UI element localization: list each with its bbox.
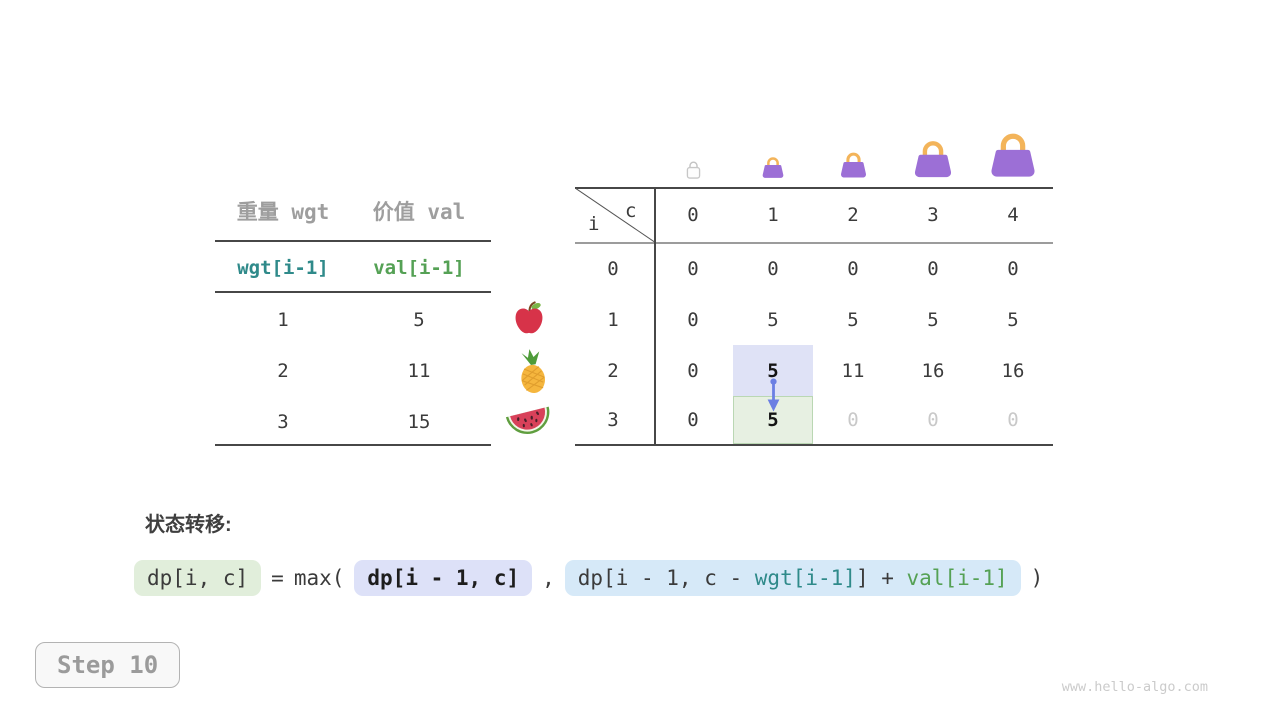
dp-table-header-rule: [575, 242, 1053, 244]
item-1-value: 5: [413, 309, 425, 331]
dp-cell-r1-c4: 5: [1007, 308, 1019, 331]
apple-icon: [515, 301, 543, 334]
formula-arg2-wgt: wgt[i-1]: [754, 566, 856, 590]
formula-arg1: dp[i - 1, c]: [354, 560, 533, 596]
item-1-weight: 1: [277, 309, 289, 331]
dp-row-header-3: 3: [607, 409, 619, 431]
formula-equals: =: [271, 566, 284, 590]
dp-cell-r3-c3: 0: [927, 409, 939, 431]
dp-table-vertical-rule: [654, 187, 656, 446]
formula-arg2-plus: ] +: [855, 566, 907, 590]
step-badge: Step 10: [35, 642, 181, 688]
weight-column-header: 重量 wgt: [236, 200, 330, 224]
dp-cell-r1-c3: 5: [927, 308, 939, 331]
formula-comma: ,: [542, 566, 555, 590]
row-axis-label: i: [588, 213, 600, 235]
dp-cell-r0-c2: 0: [847, 257, 859, 280]
dp-cell-r3-c0: 0: [687, 409, 699, 431]
value-column-header: 价值 val: [372, 200, 466, 224]
dp-cell-r0-c1: 0: [767, 257, 779, 280]
bag-small-icon: [762, 157, 784, 178]
dp-cell-r1-c1: 5: [767, 308, 779, 331]
transition-arrow-icon: [767, 378, 780, 412]
watermelon-icon: [505, 406, 550, 434]
dp-cell-r1-c0: 0: [687, 308, 699, 331]
bag-large-icon: [914, 141, 952, 178]
items-table-top-rule: [215, 240, 491, 242]
formula-arg2-val: val[i-1]: [906, 566, 1008, 590]
formula-close-paren: ): [1030, 566, 1044, 590]
bag-xlarge-icon: [991, 133, 1035, 177]
dp-cell-r2-c4: 16: [1001, 359, 1025, 382]
dp-cell-r3-c2: 0: [847, 409, 859, 431]
item-2-weight: 2: [277, 360, 289, 382]
dp-col-header-4: 4: [1007, 204, 1019, 226]
value-subheader: val[i-1]: [373, 257, 465, 279]
formula-arg2-dp: dp[i - 1, c -: [577, 566, 755, 590]
dp-cell-r3-c4: 0: [1007, 409, 1019, 431]
items-table-bottom-rule: [215, 444, 491, 446]
dp-cell-r0-c4: 0: [1007, 257, 1019, 280]
state-transition-label: 状态转移:: [145, 514, 232, 536]
dp-table-top-rule: [575, 187, 1053, 189]
weight-subheader: wgt[i-1]: [237, 257, 329, 279]
item-3-value: 15: [407, 411, 431, 433]
dp-cell-r0-c0: 0: [687, 257, 699, 280]
col-axis-label: c: [625, 200, 637, 222]
dp-table-bottom-rule: [575, 444, 1053, 446]
dp-col-header-0: 0: [687, 204, 699, 226]
dp-row-header-2: 2: [607, 359, 619, 382]
dp-cell-r2-c3: 16: [921, 359, 945, 382]
dp-col-header-1: 1: [767, 204, 779, 226]
item-2-value: 11: [407, 360, 431, 382]
formula-lhs: dp[i, c]: [134, 560, 262, 596]
item-3-weight: 3: [277, 411, 289, 433]
dp-col-header-3: 3: [927, 204, 939, 226]
empty-bag-icon: [686, 161, 701, 179]
formula-arg2: dp[i - 1, c - wgt[i-1]] + val[i-1]: [564, 560, 1021, 596]
dp-cell-r2-c2: 11: [841, 359, 865, 382]
dp-cell-r3-c1-target: 5: [767, 409, 779, 431]
dp-row-header-1: 1: [607, 308, 619, 331]
dp-col-header-2: 2: [847, 204, 859, 226]
pineapple-icon: [521, 349, 545, 393]
dp-cell-r2-c0: 0: [687, 359, 699, 382]
dp-cell-r1-c2: 5: [847, 308, 859, 331]
watermark: www.hello-algo.com: [1061, 679, 1208, 695]
bag-medium-icon: [841, 152, 866, 178]
state-transition-formula: dp[i, c] = max( dp[i - 1, c] , dp[i - 1,…: [134, 560, 1043, 596]
dp-cell-r0-c3: 0: [927, 257, 939, 280]
formula-max-open: max(: [293, 566, 345, 590]
items-table-mid-rule: [215, 291, 491, 293]
dp-cell-r2-c1-source: 5: [767, 359, 779, 382]
dp-row-header-0: 0: [607, 257, 619, 280]
